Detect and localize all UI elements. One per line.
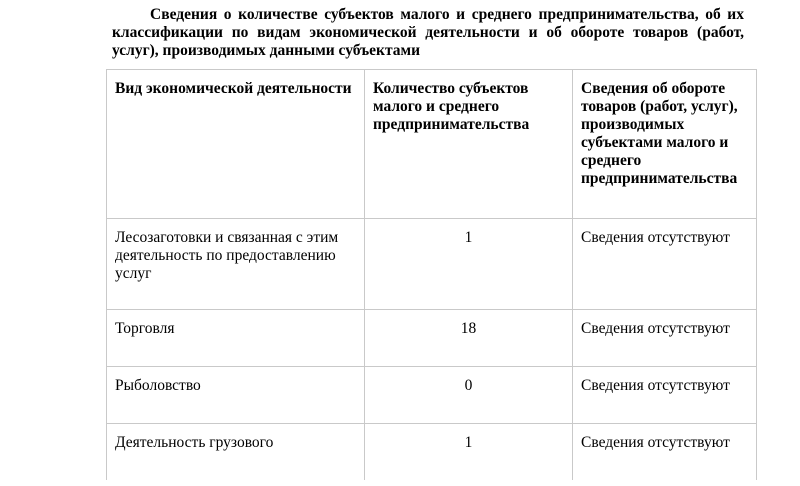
cell-turnover: Сведения отсутствуют [572, 366, 757, 424]
cell-activity: Торговля [106, 309, 365, 367]
cell-count: 18 [364, 309, 573, 367]
cell-turnover: Сведения отсутствуют [572, 309, 757, 367]
cell-turnover: Сведения отсутствуют [572, 218, 757, 310]
header-activity-type: Вид экономической деятельности [106, 69, 365, 219]
table-header-row: Вид экономической деятельности Количеств… [106, 69, 757, 219]
table-row: Рыболовство 0 Сведения отсутствуют [106, 366, 757, 424]
cell-count: 0 [364, 366, 573, 424]
table-row: Торговля 18 Сведения отсутствуют [106, 309, 757, 367]
document-title: Сведения о количестве субъектов малого и… [112, 6, 744, 59]
table-row: Деятельность грузового 1 Сведения отсутс… [106, 423, 757, 480]
header-turnover-info: Сведения об обороте товаров (работ, услу… [572, 69, 757, 219]
cell-count: 1 [364, 218, 573, 310]
cell-activity: Деятельность грузового [106, 423, 365, 480]
header-entity-count: Количество субъектов малого и среднего п… [364, 69, 573, 219]
table-row: Лесозаготовки и связанная с этим деятель… [106, 218, 757, 310]
cell-activity: Рыболовство [106, 366, 365, 424]
data-table: Вид экономической деятельности Количеств… [106, 69, 757, 480]
cell-activity: Лесозаготовки и связанная с этим деятель… [106, 218, 365, 310]
cell-count: 1 [364, 423, 573, 480]
cell-turnover: Сведения отсутствуют [572, 423, 757, 480]
